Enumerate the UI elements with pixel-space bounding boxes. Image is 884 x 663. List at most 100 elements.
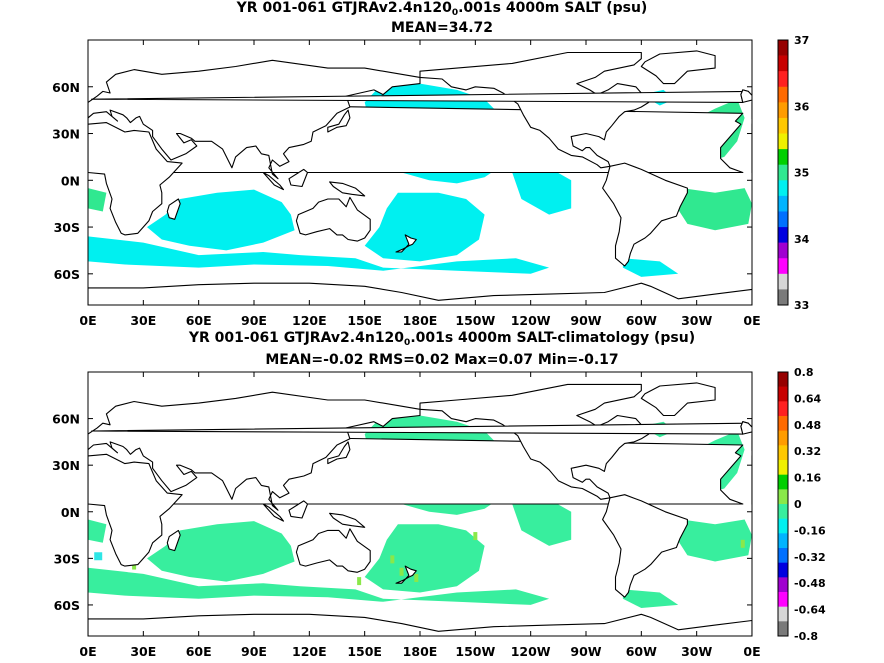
colorbar-swatch	[778, 195, 788, 212]
field-region-south-atlantic	[674, 519, 752, 562]
y-tick-label: 60S	[54, 267, 80, 282]
colorbar-swatch	[778, 416, 788, 431]
colorbar-swatch	[778, 445, 788, 461]
x-tick-label: 150W	[455, 644, 495, 659]
colorbar-tick-label: 0	[794, 498, 802, 511]
y-tick-label: 60N	[52, 80, 80, 95]
landmass-sumatra	[262, 503, 285, 522]
x-tick-label: 30E	[130, 644, 156, 659]
colorbar-tick-label: 35	[794, 167, 809, 180]
colorbar-swatch	[778, 562, 788, 578]
landmass-madagascar	[166, 529, 181, 552]
x-tick-label: 90E	[241, 313, 267, 328]
colorbar-swatch	[778, 289, 788, 306]
colorbar-tick-label: 36	[794, 100, 810, 113]
x-tick-label: 120W	[511, 313, 551, 328]
bottom-title-rest: .001s 4000m SALT-climatology (psu)	[410, 330, 696, 346]
colorbar-tick-label: 0.16	[794, 472, 821, 485]
landmass-borneo	[288, 500, 309, 519]
colorbar-tick-label: 0.48	[794, 419, 821, 432]
x-tick-label: 90W	[570, 644, 601, 659]
colorbar-swatch	[778, 460, 788, 475]
colorbar-swatch	[778, 592, 788, 607]
top-title-rest: .001s 4000m SALT (psu)	[458, 0, 648, 16]
landmass-eurasia-wrap	[751, 101, 752, 120]
landmass-japan	[327, 441, 351, 465]
anomaly-spot	[740, 539, 745, 548]
landmass-greenland	[640, 382, 716, 417]
bottom-map-subtitle: MEAN=-0.02 RMS=0.02 Max=0.07 Min=-0.17	[265, 352, 619, 368]
landmass-north-america	[419, 51, 650, 169]
y-tick-label: 30S	[54, 220, 80, 235]
colorbar-swatch	[778, 401, 788, 417]
landmass-south-america	[602, 162, 688, 267]
colorbar-tick-label: 0.64	[794, 392, 821, 405]
field-region-south-pacific	[364, 524, 485, 593]
y-tick-label: 30N	[52, 127, 80, 142]
colorbar-tick-label: 34	[794, 233, 810, 246]
landmass-madagascar	[166, 198, 181, 220]
landmass-australia	[295, 196, 371, 242]
top-title-main: YR 001-061 GTJRAv2.4n120	[236, 0, 452, 16]
colorbar-swatch	[778, 55, 788, 72]
y-tick-label: 0N	[61, 173, 80, 188]
colorbar-swatch	[778, 518, 788, 534]
landmass-japan	[327, 109, 351, 133]
colorbar-tick-label: -0.48	[794, 577, 826, 590]
anomaly-spot	[414, 573, 419, 582]
field-region-east-africa-strip	[88, 188, 107, 212]
y-tick-label: 30N	[52, 458, 80, 473]
landmass-greenland	[640, 50, 716, 85]
colorbar-tick-label: -0.64	[794, 604, 826, 617]
x-tick-label: 30W	[681, 313, 712, 328]
bottom-title-subscript: 0	[404, 338, 411, 348]
top-map-title: YR 001-061 GTJRAv2.4n1200.001s 4000m SAL…	[0, 0, 884, 18]
colorbar-swatch	[778, 489, 788, 505]
x-tick-label: 0E	[743, 644, 760, 659]
colorbar-tick-label: 33	[794, 299, 809, 312]
colorbar-swatch	[778, 548, 788, 563]
top-title-subscript: 0	[451, 8, 459, 18]
colorbar-tick-label: 0.32	[794, 445, 821, 458]
landmass-uk-wrap	[740, 421, 752, 435]
x-tick-label: 0E	[79, 644, 96, 659]
colorbar-swatch	[778, 71, 788, 88]
field-region-indian-ocean	[147, 521, 295, 582]
colorbar-swatch	[778, 386, 788, 402]
x-tick-label: 150W	[455, 313, 495, 328]
anomaly-spot	[473, 532, 478, 541]
landmass-uk-wrap	[740, 89, 752, 104]
x-tick-label: 60W	[626, 644, 657, 659]
colorbar-swatch	[778, 117, 788, 134]
colorbar-swatch	[778, 474, 788, 490]
colorbar: 37 36 35 34 33	[777, 34, 810, 312]
landmass-australia	[295, 528, 371, 573]
y-tick-label: 0N	[61, 505, 80, 520]
colorbar-tick-label: 37	[794, 34, 809, 47]
x-tick-label: 180E	[403, 313, 438, 328]
colorbar-frame	[777, 39, 789, 306]
x-tick-label: 30E	[130, 313, 156, 328]
landmass-north-america	[419, 383, 650, 500]
top-map-subtitle: MEAN=34.72	[390, 20, 494, 36]
landmass-antarctica	[88, 613, 752, 636]
colorbar-tick-label: -0.8	[794, 630, 818, 643]
colorbar-swatch	[778, 372, 788, 387]
x-tick-label: 60E	[186, 644, 212, 659]
colorbar-tick-label: 0.8	[794, 366, 814, 379]
anomaly-spot-negative	[94, 552, 103, 561]
field-region-scotia	[622, 589, 679, 608]
landmass-eurasia	[88, 59, 421, 180]
colorbar-swatch	[778, 504, 788, 519]
bottom-title-main: YR 001-061 GTJRAv2.4n120	[188, 330, 405, 346]
landmass-borneo	[288, 168, 309, 188]
anomaly-spot	[390, 555, 395, 564]
field-region-southern-ocean-a	[88, 236, 550, 274]
field-region-south-pacific	[364, 192, 485, 262]
landmass-sumatra	[262, 171, 285, 191]
colorbar-swatch	[778, 102, 788, 119]
map-panel-bottom: 0E 30E 60E 90E 120E 150E 180E 150W 120W 90W 60W 30W…	[52, 366, 826, 659]
map-panel-top: 0E 30E 60E 90E 120E 150E 180E 150W 120W 90W 60W 30W…	[52, 34, 810, 328]
field-region-south-atlantic	[674, 188, 752, 231]
